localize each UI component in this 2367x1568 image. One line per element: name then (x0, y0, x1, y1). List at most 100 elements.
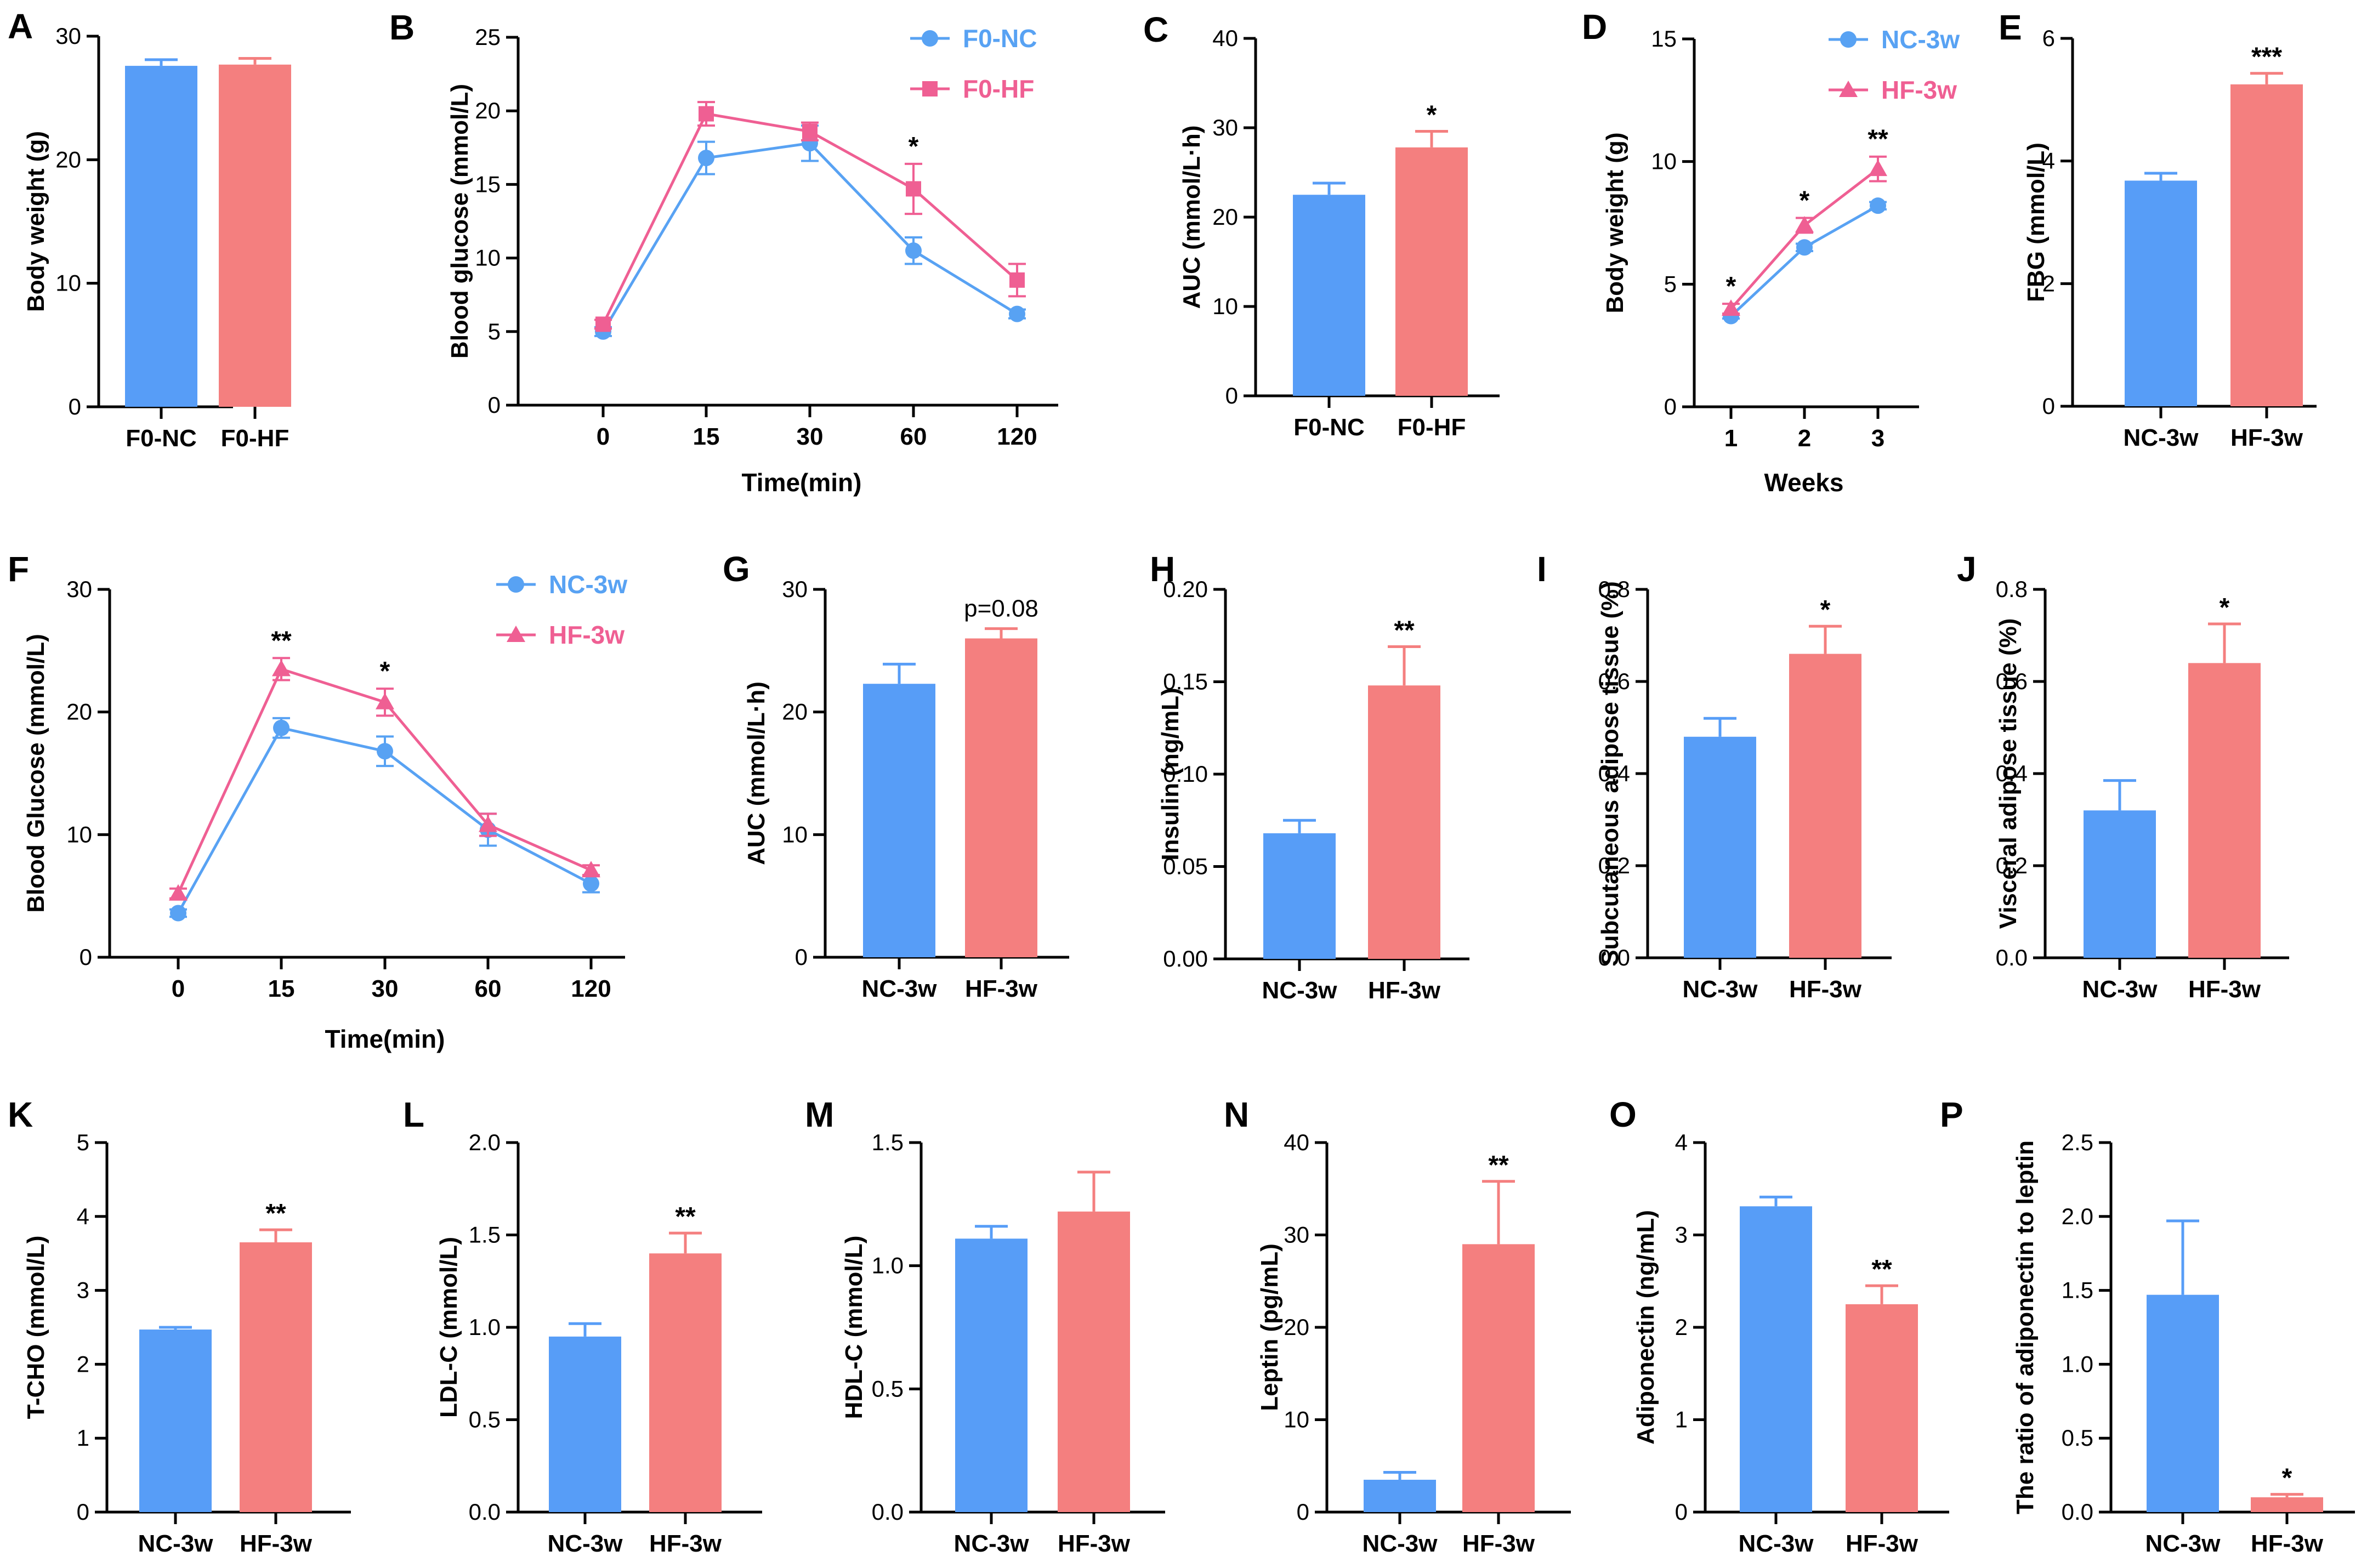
panel-o: O 0 1 2 3 4 Adiponectin (ng/mL) NC-3w HF-3w ** (1609, 1095, 1949, 1557)
bar-nc (863, 684, 935, 957)
legend-label-hf: HF-3w (549, 621, 625, 649)
bar-hf (965, 638, 1037, 957)
data-point (1870, 197, 1886, 214)
y-tick-label: 10 (475, 245, 501, 271)
y-tick-label: 15 (475, 171, 501, 197)
panel-h: H 0.00 0.05 0.10 0.15 0.20 Insulin (ng/mL) NC-3… (1150, 549, 1469, 1004)
significance-label: ** (265, 1199, 286, 1228)
bar-nc (1740, 1206, 1812, 1512)
significance-label: * (1427, 101, 1437, 130)
bar-hf (219, 64, 291, 407)
data-point (170, 905, 186, 922)
bar-nc (125, 66, 197, 407)
x-tick-label: NC-3w (1262, 977, 1338, 1004)
y-tick-label: 2 (2042, 270, 2055, 296)
panel-l: L 0.0 0.5 1.0 1.5 2.0 LDL-C (mmol/L) NC-3w HF-3w… (403, 1095, 762, 1557)
y-tick-label: 20 (55, 146, 81, 172)
y-tick-label: 20 (66, 699, 92, 725)
significance-label: *** (2251, 43, 2282, 72)
x-tick-label: HF-3w (1058, 1530, 1131, 1557)
significance-label: ** (271, 626, 292, 655)
y-tick-label: 0 (2042, 393, 2055, 419)
data-point (1009, 305, 1025, 322)
y-tick-label: 0.20 (1163, 576, 1208, 602)
x-tick-label: NC-3w (1739, 1530, 1814, 1557)
x-tick-label: NC-3w (862, 975, 938, 1002)
legend-label-hf: F0-HF (963, 75, 1034, 103)
bar-nc (1684, 736, 1756, 958)
y-axis-label: Blood Glucose (mmol/L) (22, 634, 49, 912)
y-tick-label: 10 (66, 821, 92, 847)
panel-letter: H (1150, 549, 1175, 589)
data-point (595, 316, 611, 332)
y-axis-label: AUC (mmol/L·h) (1178, 126, 1205, 309)
y-tick-label: 0 (69, 394, 81, 419)
x-tick-label: F0-HF (221, 425, 290, 452)
x-tick-label: HF-3w (965, 975, 1038, 1002)
panel-letter: C (1143, 10, 1168, 49)
y-tick-label: 20 (782, 699, 808, 725)
x-tick-label: 60 (900, 423, 927, 450)
bar-nc (549, 1336, 621, 1512)
x-tick-label: 0 (597, 423, 610, 450)
data-point (699, 106, 714, 122)
legend-marker (508, 576, 524, 593)
panel-c: C 0 10 20 30 40 AUC (mmol/L·h) F0-NC F0-HF * (1143, 10, 1500, 441)
panel-letter: K (8, 1095, 33, 1134)
y-tick-label: 0.6 (1598, 668, 1630, 694)
x-tick-label: 60 (475, 975, 502, 1002)
y-tick-label: 0.4 (1598, 760, 1630, 786)
y-tick-label: 0 (77, 1499, 89, 1525)
y-tick-label: 15 (1651, 26, 1677, 52)
y-tick-label: 30 (1212, 115, 1238, 140)
y-tick-label: 40 (1284, 1129, 1309, 1155)
data-point (376, 692, 394, 709)
legend-label-hf: HF-3w (1881, 76, 1957, 104)
significance-label: * (1726, 272, 1736, 301)
y-tick-label: 0 (80, 944, 92, 970)
y-axis-label: Blood glucose (mmol/L) (446, 84, 473, 359)
y-tick-label: 0 (795, 944, 808, 970)
y-tick-label: 2.5 (2062, 1129, 2093, 1155)
y-tick-label: 0.0 (469, 1499, 501, 1525)
x-tick-label: 30 (797, 423, 824, 450)
y-tick-label: 0.00 (1163, 946, 1208, 972)
y-tick-label: 2.0 (2062, 1203, 2093, 1229)
y-tick-label: 10 (782, 821, 808, 847)
y-axis-label: Subcutaneous adipose tissue (%) (1597, 581, 1624, 966)
y-tick-label: 1.5 (2062, 1277, 2093, 1303)
y-tick-label: 3 (77, 1277, 89, 1303)
data-point (1795, 215, 1814, 232)
x-tick-label: F0-HF (1398, 414, 1466, 441)
y-tick-label: 1.0 (2062, 1351, 2093, 1377)
panel-k: K 0 1 2 3 4 5 T-CHO (mmol/L) NC-3w HF-3w ** (8, 1095, 351, 1557)
data-point (1869, 160, 1887, 177)
significance-label: ** (1868, 125, 1888, 154)
panel-letter: L (403, 1095, 424, 1134)
y-axis-label: FBG (mmol/L) (2023, 143, 2050, 302)
panel-letter: E (1999, 8, 2022, 47)
y-tick-label: 0 (1664, 394, 1677, 419)
x-axis-label: Time(min) (325, 1025, 445, 1053)
panel-letter: I (1537, 549, 1547, 589)
y-tick-label: 6 (2042, 25, 2055, 51)
y-axis-label: Body weight (g) (1602, 133, 1628, 314)
significance-label: ** (1488, 1151, 1509, 1180)
bar-hf (1789, 654, 1861, 958)
y-axis-label: Leptin (pg/mL) (1256, 1243, 1283, 1411)
y-axis-label: Insulin (ng/mL) (1157, 688, 1184, 860)
bar-hf (240, 1242, 312, 1512)
bar-hf (2188, 663, 2261, 958)
x-tick-label: HF-3w (1789, 976, 1862, 1003)
data-point (272, 660, 291, 677)
y-tick-label: 40 (1212, 25, 1238, 51)
data-point (273, 719, 290, 736)
y-axis-label: LDL-C (mmol/L) (435, 1237, 462, 1418)
panel-letter: D (1582, 7, 1607, 47)
panel-letter: J (1957, 549, 1977, 589)
panel-a: A 0 10 20 30 Body weight (g) F0-NC F0-HF (8, 7, 291, 452)
y-axis-label: AUC (mmol/L·h) (743, 681, 770, 865)
x-tick-label: F0-NC (126, 425, 197, 452)
y-tick-label: 20 (1212, 204, 1238, 230)
